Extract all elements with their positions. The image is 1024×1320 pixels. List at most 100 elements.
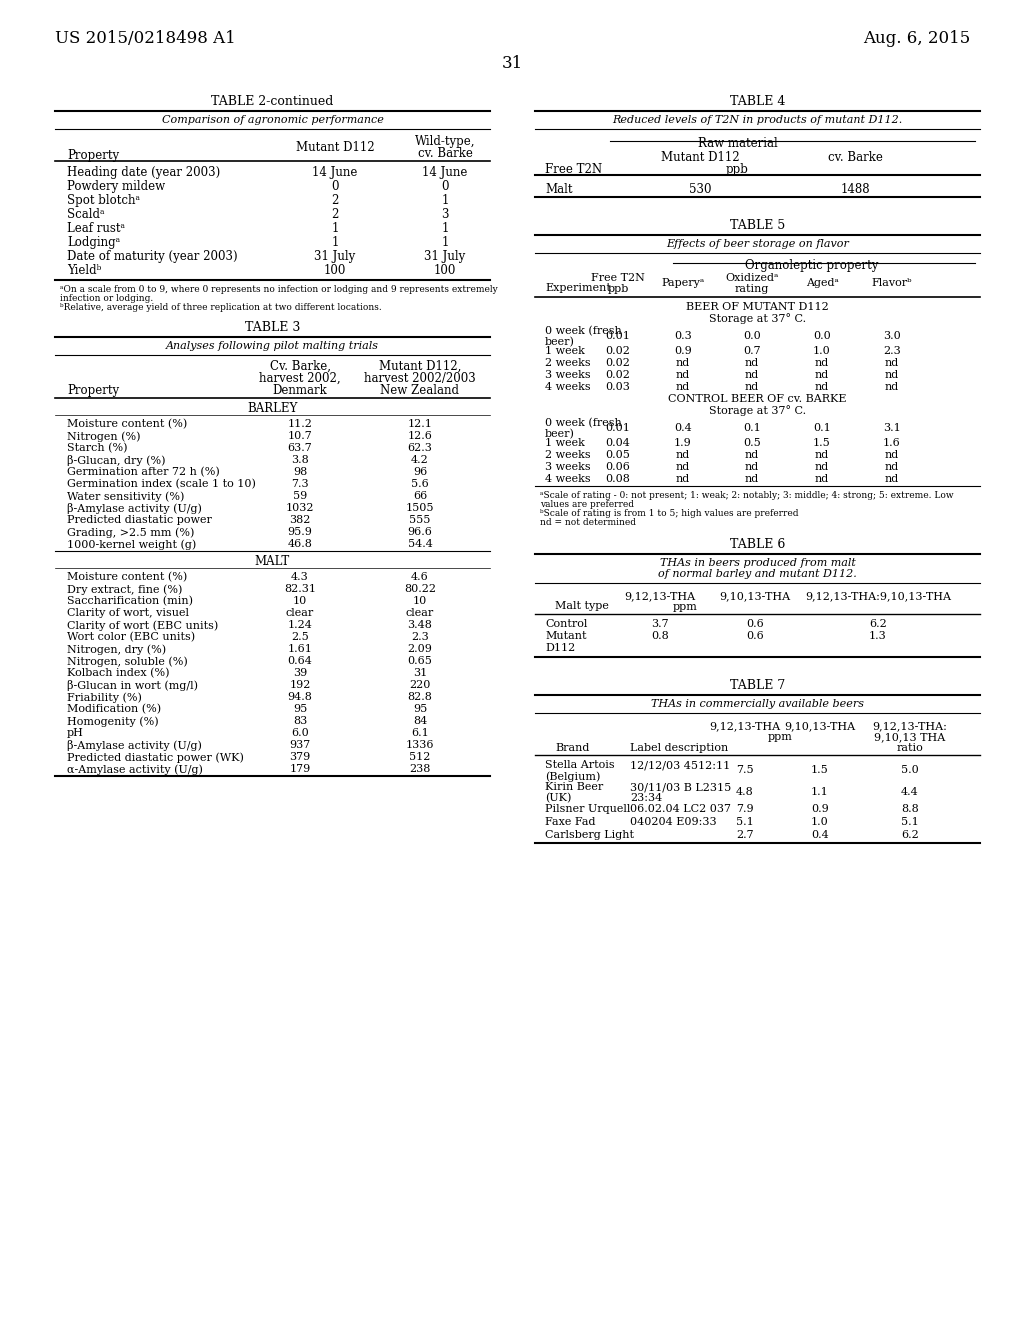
Text: 1 week: 1 week <box>545 346 585 356</box>
Text: Nitrogen (%): Nitrogen (%) <box>67 432 140 442</box>
Text: pH: pH <box>67 729 84 738</box>
Text: 100: 100 <box>434 264 456 277</box>
Text: 98: 98 <box>293 467 307 477</box>
Text: β-Glucan in wort (mg/l): β-Glucan in wort (mg/l) <box>67 680 198 690</box>
Text: nd: nd <box>676 474 690 484</box>
Text: 512: 512 <box>410 752 431 762</box>
Text: 30/11/03 B L2315: 30/11/03 B L2315 <box>630 781 731 792</box>
Text: 9,12,13-THA:: 9,12,13-THA: <box>872 721 947 731</box>
Text: beer): beer) <box>545 337 574 347</box>
Text: ᵃOn a scale from 0 to 9, where 0 represents no infection or lodging and 9 repres: ᵃOn a scale from 0 to 9, where 0 represe… <box>60 285 498 294</box>
Text: Pilsner Urquell: Pilsner Urquell <box>545 804 631 814</box>
Text: THAs in commercially available beers: THAs in commercially available beers <box>651 700 864 709</box>
Text: 6.0: 6.0 <box>291 729 309 738</box>
Text: 7.9: 7.9 <box>736 804 754 814</box>
Text: ratio: ratio <box>897 743 924 752</box>
Text: 0.06: 0.06 <box>605 462 631 473</box>
Text: Wild-type,: Wild-type, <box>415 135 475 148</box>
Text: 0 week (fresh: 0 week (fresh <box>545 326 622 337</box>
Text: 1505: 1505 <box>406 503 434 513</box>
Text: Homogenity (%): Homogenity (%) <box>67 715 159 726</box>
Text: 0.7: 0.7 <box>743 346 761 356</box>
Text: nd: nd <box>815 370 829 380</box>
Text: 95: 95 <box>293 704 307 714</box>
Text: Denmark: Denmark <box>272 384 328 397</box>
Text: Moisture content (%): Moisture content (%) <box>67 418 187 429</box>
Text: Kolbach index (%): Kolbach index (%) <box>67 668 170 678</box>
Text: 11.2: 11.2 <box>288 418 312 429</box>
Text: Wort color (EBC units): Wort color (EBC units) <box>67 632 196 643</box>
Text: harvest 2002,: harvest 2002, <box>259 372 341 385</box>
Text: 59: 59 <box>293 491 307 502</box>
Text: 0.04: 0.04 <box>605 438 631 447</box>
Text: Grading, >2.5 mm (%): Grading, >2.5 mm (%) <box>67 527 195 537</box>
Text: BARLEY: BARLEY <box>248 403 298 414</box>
Text: 6.2: 6.2 <box>869 619 887 630</box>
Text: 382: 382 <box>290 515 310 525</box>
Text: 0.03: 0.03 <box>605 381 631 392</box>
Text: 4 weeks: 4 weeks <box>545 381 591 392</box>
Text: 96: 96 <box>413 467 427 477</box>
Text: Date of maturity (year 2003): Date of maturity (year 2003) <box>67 249 238 263</box>
Text: 5.0: 5.0 <box>901 766 919 775</box>
Text: Agedᵃ: Agedᵃ <box>806 279 839 288</box>
Text: nd: nd <box>744 358 759 368</box>
Text: 2: 2 <box>332 194 339 207</box>
Text: 5.6: 5.6 <box>411 479 429 488</box>
Text: ᵇScale of rating is from 1 to 5; high values are preferred: ᵇScale of rating is from 1 to 5; high va… <box>540 510 799 517</box>
Text: 23:34: 23:34 <box>630 793 663 803</box>
Text: 83: 83 <box>293 715 307 726</box>
Text: Friability (%): Friability (%) <box>67 692 142 702</box>
Text: Predicted diastatic power: Predicted diastatic power <box>67 515 212 525</box>
Text: Property: Property <box>67 384 119 397</box>
Text: Storage at 37° C.: Storage at 37° C. <box>709 313 806 323</box>
Text: 3 weeks: 3 weeks <box>545 462 591 473</box>
Text: 0.02: 0.02 <box>605 346 631 356</box>
Text: 0.02: 0.02 <box>605 370 631 380</box>
Text: 12/12/03 4512:11: 12/12/03 4512:11 <box>630 760 730 770</box>
Text: 0 week (fresh: 0 week (fresh <box>545 418 622 428</box>
Text: 4.3: 4.3 <box>291 572 309 582</box>
Text: 1488: 1488 <box>840 183 869 195</box>
Text: nd: nd <box>744 462 759 473</box>
Text: Stella Artois: Stella Artois <box>545 760 614 770</box>
Text: Dry extract, fine (%): Dry extract, fine (%) <box>67 583 182 594</box>
Text: β-Amylase activity (U/g): β-Amylase activity (U/g) <box>67 503 202 513</box>
Text: Scaldᵃ: Scaldᵃ <box>67 209 104 220</box>
Text: Oxidizedᵃ: Oxidizedᵃ <box>725 273 778 282</box>
Text: beer): beer) <box>545 429 574 440</box>
Text: 0.9: 0.9 <box>811 804 828 814</box>
Text: Mutant D112,: Mutant D112, <box>379 360 461 374</box>
Text: nd = not determined: nd = not determined <box>540 517 636 527</box>
Text: Carlsberg Light: Carlsberg Light <box>545 830 634 840</box>
Text: nd: nd <box>815 381 829 392</box>
Text: 0.64: 0.64 <box>288 656 312 667</box>
Text: 0.01: 0.01 <box>605 331 631 341</box>
Text: 9,12,13-THA: 9,12,13-THA <box>625 591 695 601</box>
Text: 2 weeks: 2 weeks <box>545 358 591 368</box>
Text: 555: 555 <box>410 515 431 525</box>
Text: 14 June: 14 June <box>422 166 468 180</box>
Text: Clarity of wort (EBC units): Clarity of wort (EBC units) <box>67 620 218 631</box>
Text: 0.6: 0.6 <box>746 619 764 630</box>
Text: 2.3: 2.3 <box>411 632 429 642</box>
Text: harvest 2002/2003: harvest 2002/2003 <box>365 372 476 385</box>
Text: 0.4: 0.4 <box>811 830 828 840</box>
Text: 3.7: 3.7 <box>651 619 669 630</box>
Text: 80.22: 80.22 <box>404 583 436 594</box>
Text: 84: 84 <box>413 715 427 726</box>
Text: 94.8: 94.8 <box>288 692 312 702</box>
Text: CONTROL BEER OF cv. BARKE: CONTROL BEER OF cv. BARKE <box>669 393 847 404</box>
Text: Nitrogen, soluble (%): Nitrogen, soluble (%) <box>67 656 187 667</box>
Text: Germination index (scale 1 to 10): Germination index (scale 1 to 10) <box>67 479 256 490</box>
Text: 1.3: 1.3 <box>869 631 887 642</box>
Text: 10: 10 <box>413 597 427 606</box>
Text: TABLE 6: TABLE 6 <box>730 539 785 550</box>
Text: 1.0: 1.0 <box>813 346 830 356</box>
Text: 7.5: 7.5 <box>736 766 754 775</box>
Text: 9,10,13-THA: 9,10,13-THA <box>784 721 856 731</box>
Text: Brand: Brand <box>555 743 590 752</box>
Text: α-Amylase activity (U/g): α-Amylase activity (U/g) <box>67 764 203 775</box>
Text: 1.5: 1.5 <box>811 766 828 775</box>
Text: 1.61: 1.61 <box>288 644 312 653</box>
